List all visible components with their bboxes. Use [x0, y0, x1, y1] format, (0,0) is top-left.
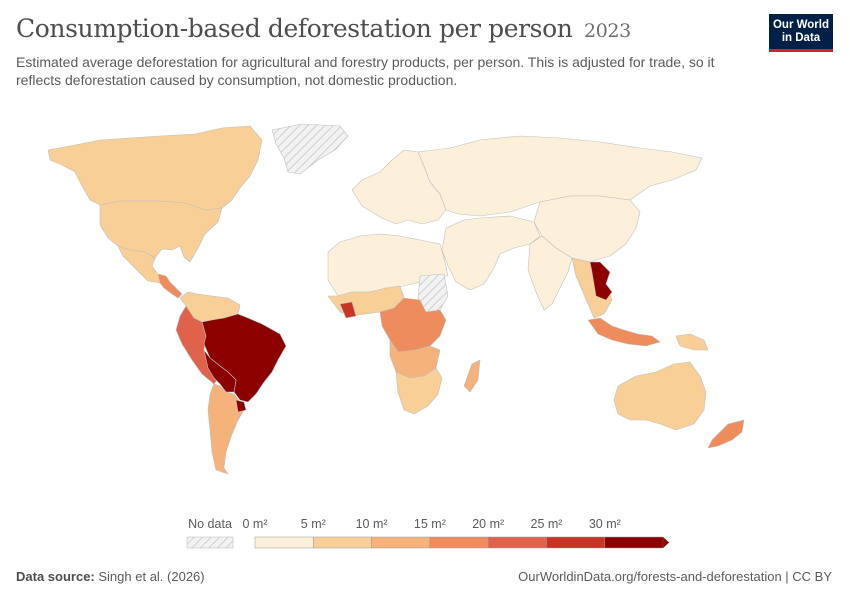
legend-bin-label: 25 m² [531, 517, 563, 531]
logo-line-2: in Data [781, 32, 821, 44]
legend-bin-label: 0 m² [243, 517, 268, 531]
owid-logo[interactable]: Our World in Data [769, 14, 833, 52]
legend-bin-swatch [487, 536, 547, 549]
region-indonesia[interactable] [587, 317, 661, 347]
region-australia[interactable] [613, 361, 707, 431]
legend-no-data-label: No data [188, 517, 232, 531]
legend-bin-swatch [604, 536, 664, 549]
region-argentina-chile[interactable] [207, 383, 245, 475]
region-greenland[interactable] [271, 123, 349, 175]
region-southern-africa[interactable] [395, 367, 443, 415]
legend-bin-swatch [313, 536, 372, 549]
region-united-states[interactable] [99, 200, 223, 263]
region-russia-central-asia[interactable] [417, 135, 703, 217]
legend-bin-swatch [429, 536, 489, 549]
legend: No data 0 m² 5 m² 10 m² 15 m² 20 m² 25 m² 30 m… [186, 517, 670, 549]
region-india[interactable] [527, 235, 573, 311]
world-map [47, 123, 745, 475]
region-cote-divoire[interactable] [339, 301, 357, 319]
data-source-text[interactable]: Singh et al. (2026) [98, 569, 205, 584]
legend-arrow [663, 537, 670, 548]
legend-bin-swatch [546, 536, 606, 549]
region-madagascar[interactable] [463, 359, 481, 393]
legend-bin-swatch [371, 536, 431, 549]
chart-title: Consumption-based deforestation per pers… [16, 14, 631, 43]
legend-no-data-swatch [186, 536, 234, 549]
region-laos-cambodia[interactable] [589, 261, 613, 301]
region-middle-east[interactable] [441, 215, 541, 291]
legend-bin-label: 30 m² [589, 517, 621, 531]
region-new-zealand[interactable] [707, 419, 745, 449]
chart-year: 2023 [584, 20, 631, 42]
legend-bin-label: 15 m² [414, 517, 446, 531]
data-source-label: Data source: [16, 569, 95, 584]
region-papua-new-guinea[interactable] [675, 333, 709, 351]
legend-bin-label: 10 m² [356, 517, 388, 531]
region-bolivia-paraguay[interactable] [203, 349, 237, 393]
legend-bin-label: 5 m² [301, 517, 326, 531]
legend-bin-label: 20 m² [472, 517, 504, 531]
chart-title-text: Consumption-based deforestation per pers… [16, 14, 573, 43]
region-central-america[interactable] [157, 273, 183, 299]
chart-subtitle: Estimated average deforestation for agri… [16, 54, 715, 88]
footer-link[interactable]: OurWorldinData.org/forests-and-deforesta… [518, 569, 832, 584]
legend-bin-swatch [254, 536, 314, 549]
data-source: Data source: Singh et al. (2026) [16, 569, 205, 584]
region-canada[interactable] [47, 125, 263, 211]
logo-line-1: Our World [772, 19, 829, 31]
region-uruguay[interactable] [235, 399, 247, 413]
